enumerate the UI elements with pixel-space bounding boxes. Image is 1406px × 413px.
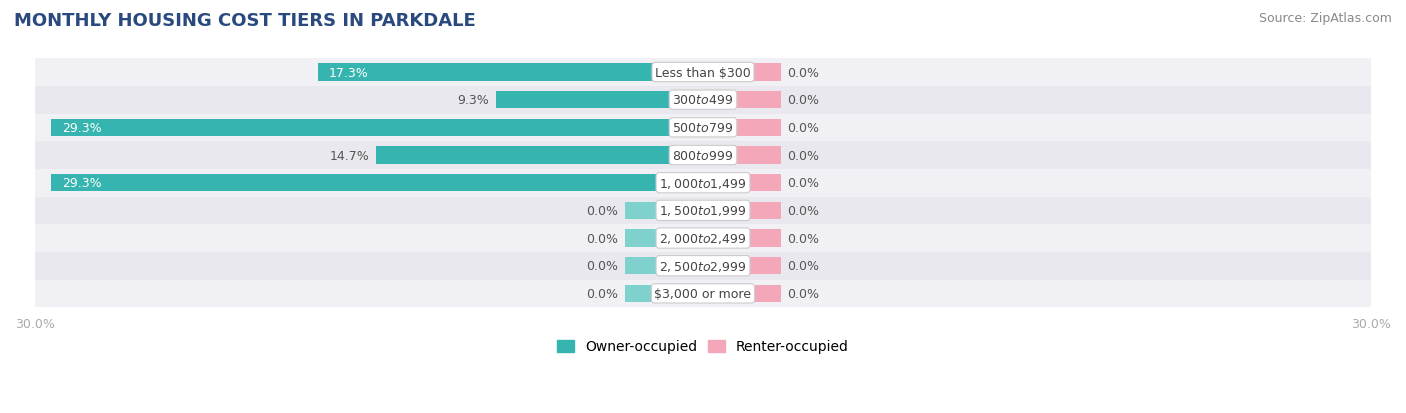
Text: 9.3%: 9.3% <box>457 94 489 107</box>
Text: 29.3%: 29.3% <box>62 121 101 135</box>
Text: 0.0%: 0.0% <box>586 260 619 273</box>
Bar <box>626 257 703 275</box>
Bar <box>35 225 1371 252</box>
Text: Source: ZipAtlas.com: Source: ZipAtlas.com <box>1258 12 1392 25</box>
Text: $2,000 to $2,499: $2,000 to $2,499 <box>659 231 747 245</box>
Bar <box>703 257 780 275</box>
Text: 0.0%: 0.0% <box>586 287 619 300</box>
Bar <box>35 114 1371 142</box>
Bar <box>703 202 780 219</box>
Text: 0.0%: 0.0% <box>787 149 820 162</box>
Text: 0.0%: 0.0% <box>787 177 820 190</box>
Bar <box>703 147 780 164</box>
Text: 0.0%: 0.0% <box>787 260 820 273</box>
Bar <box>35 169 1371 197</box>
Bar <box>703 64 780 81</box>
Text: 17.3%: 17.3% <box>329 66 368 79</box>
Bar <box>626 230 703 247</box>
Text: 0.0%: 0.0% <box>787 204 820 217</box>
Text: $2,500 to $2,999: $2,500 to $2,999 <box>659 259 747 273</box>
Bar <box>496 92 703 109</box>
Bar <box>626 285 703 302</box>
Text: $3,000 or more: $3,000 or more <box>655 287 751 300</box>
Bar <box>703 285 780 302</box>
Text: 0.0%: 0.0% <box>787 121 820 135</box>
Bar <box>51 175 703 192</box>
Text: 0.0%: 0.0% <box>787 66 820 79</box>
Text: $300 to $499: $300 to $499 <box>672 94 734 107</box>
Bar <box>703 175 780 192</box>
Text: 0.0%: 0.0% <box>586 232 619 245</box>
Text: 14.7%: 14.7% <box>329 149 368 162</box>
Bar <box>35 142 1371 169</box>
Text: $1,000 to $1,499: $1,000 to $1,499 <box>659 176 747 190</box>
Bar <box>35 252 1371 280</box>
Bar <box>703 230 780 247</box>
Bar <box>703 92 780 109</box>
Text: Less than $300: Less than $300 <box>655 66 751 79</box>
Bar <box>35 59 1371 87</box>
Text: 0.0%: 0.0% <box>787 232 820 245</box>
Text: 29.3%: 29.3% <box>62 177 101 190</box>
Text: 0.0%: 0.0% <box>787 287 820 300</box>
Bar <box>626 202 703 219</box>
Text: 0.0%: 0.0% <box>787 94 820 107</box>
Bar <box>35 87 1371 114</box>
Legend: Owner-occupied, Renter-occupied: Owner-occupied, Renter-occupied <box>551 334 855 359</box>
Bar <box>35 197 1371 225</box>
Bar <box>703 119 780 137</box>
Text: 0.0%: 0.0% <box>586 204 619 217</box>
Text: $800 to $999: $800 to $999 <box>672 149 734 162</box>
Bar <box>318 64 703 81</box>
Bar <box>35 280 1371 307</box>
Text: $1,500 to $1,999: $1,500 to $1,999 <box>659 204 747 218</box>
Text: $500 to $799: $500 to $799 <box>672 121 734 135</box>
Bar <box>51 119 703 137</box>
Text: MONTHLY HOUSING COST TIERS IN PARKDALE: MONTHLY HOUSING COST TIERS IN PARKDALE <box>14 12 475 30</box>
Bar <box>375 147 703 164</box>
